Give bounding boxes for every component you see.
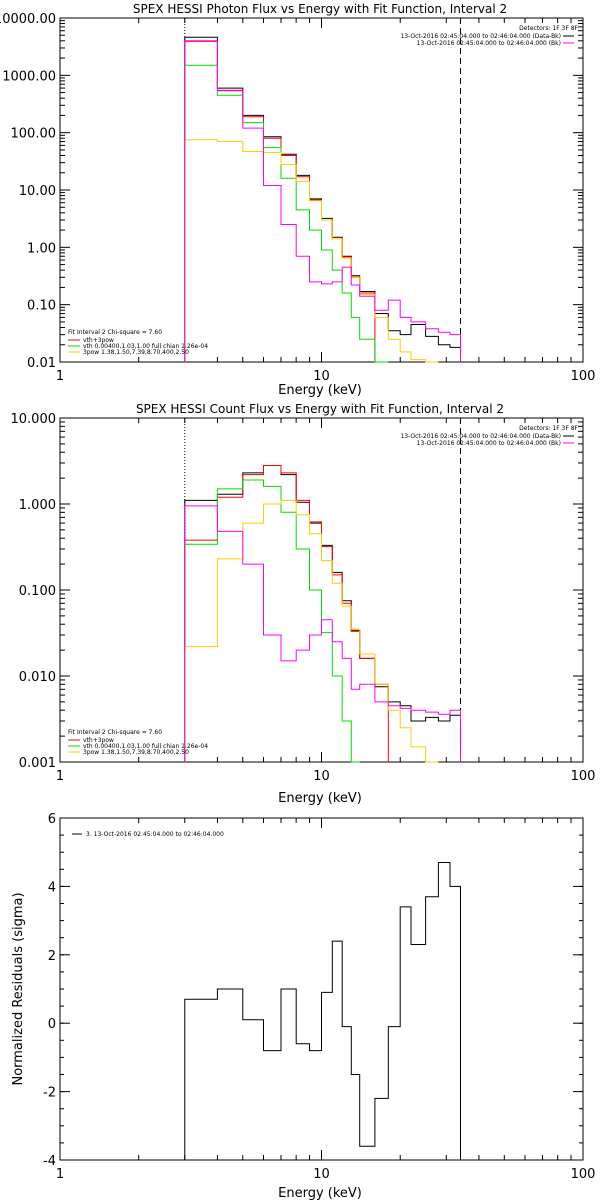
y-tick-label: -4 bbox=[43, 1154, 56, 1169]
count-flux-panel: SPEX HESSI Count Flux vs Energy with Fit… bbox=[11, 402, 596, 806]
series-step-line bbox=[184, 862, 461, 1160]
legend-3pow: 3pow 1.38,1.50,7.39,8.70,400,2.50 bbox=[83, 349, 189, 356]
legend-detectors: Detectors: 1F 3F 8F bbox=[519, 25, 578, 32]
photon-flux-panel: SPEX HESSI Photon Flux vs Energy with Fi… bbox=[0, 2, 595, 398]
x-tick-label: 1 bbox=[56, 769, 64, 784]
series-step-line bbox=[184, 139, 439, 363]
residuals-panel: 1 10 100 6 4 2 0 -2 -4 Energy (keV) Normalized R… bbox=[11, 812, 595, 1200]
series-step-line bbox=[184, 499, 439, 763]
legend-vth: vth 0.00400,1.03,1.00 full chian 1.26e-0… bbox=[83, 743, 208, 750]
y-tick-label: 10.00 bbox=[19, 184, 56, 199]
y-tick-label: 1.00 bbox=[27, 241, 56, 256]
x-axis-label: Energy (keV) bbox=[278, 791, 362, 806]
y-axis-label: Normalized Residuals (sigma) bbox=[11, 892, 26, 1085]
x-tick-label: 1 bbox=[56, 1167, 64, 1182]
x-tick-label: 100 bbox=[571, 769, 596, 784]
legend-data-bk: 13-Oct-2016 02:45:04.000 to 02:46:04.000… bbox=[400, 433, 561, 440]
residuals-plot-area: 1 10 100 6 4 2 0 -2 -4 bbox=[43, 812, 595, 1182]
x-axis-label: Energy (keV) bbox=[278, 383, 362, 398]
chart-title: SPEX HESSI Photon Flux vs Energy with Fi… bbox=[133, 2, 507, 16]
x-axis-label: Energy (keV) bbox=[278, 1186, 362, 1200]
y-tick-label: 0.001 bbox=[19, 756, 56, 771]
series-step-line bbox=[184, 36, 461, 362]
y-tick-label: 6 bbox=[48, 812, 56, 827]
y-tick-label: 10000.00 bbox=[0, 12, 56, 27]
y-tick-label: 100.00 bbox=[11, 127, 57, 142]
y-tick-label: 4 bbox=[48, 880, 56, 895]
y-tick-label: 2 bbox=[48, 949, 56, 964]
legend-data-bk: 13-Oct-2016 02:45:04.000 to 02:46:04.000… bbox=[400, 33, 561, 40]
x-tick-label: 100 bbox=[571, 1167, 596, 1182]
x-tick-label: 100 bbox=[571, 369, 596, 384]
legend-residuals: 3. 13-Oct-2016 02:45:04.000 to 02:46:04.… bbox=[86, 831, 224, 838]
plot-frame bbox=[59, 17, 584, 363]
legend-3pow: 3pow 1.38,1.50,7.39,8.70,400,2.50 bbox=[83, 749, 189, 756]
legend-vth-3pow: vth+3pow bbox=[83, 337, 114, 344]
legend-bk: 13-Oct-2016 02:45:04.000 to 02:46:04.000… bbox=[417, 40, 561, 47]
y-tick-label: -2 bbox=[43, 1086, 56, 1101]
x-tick-label: 10 bbox=[313, 1167, 330, 1182]
chart-title: SPEX HESSI Count Flux vs Energy with Fit… bbox=[136, 402, 504, 416]
x-tick-label: 1 bbox=[56, 369, 64, 384]
legend-vth-3pow: vth+3pow bbox=[83, 737, 114, 744]
series-step-line bbox=[184, 40, 461, 362]
series-step-line bbox=[184, 64, 389, 363]
y-tick-label: 0.01 bbox=[27, 356, 56, 371]
x-tick-label: 10 bbox=[313, 369, 330, 384]
y-tick-label: 0.010 bbox=[19, 670, 56, 685]
legend-fit-interval: Fit Interval 2 Chi-square = 7.60 bbox=[68, 329, 162, 336]
legend-detectors: Detectors: 1F 3F 8F bbox=[519, 425, 578, 432]
legend-fit-interval: Fit Interval 2 Chi-square = 7.60 bbox=[68, 729, 162, 736]
y-tick-label: 0.100 bbox=[19, 584, 56, 599]
count-flux-plot-area: 1 10 100 10.000 1.000 0.100 0.010 0.001 bbox=[11, 412, 596, 784]
series-step-line bbox=[184, 465, 389, 762]
series-step-line bbox=[184, 465, 461, 762]
series-step-line bbox=[184, 479, 360, 763]
y-tick-label: 0.10 bbox=[27, 299, 56, 314]
y-tick-label: 1000.00 bbox=[2, 69, 56, 84]
x-tick-label: 10 bbox=[313, 769, 330, 784]
series-step-line bbox=[184, 505, 461, 762]
y-tick-label: 1.000 bbox=[19, 498, 56, 513]
y-tick-label: 0 bbox=[48, 1017, 56, 1032]
photon-flux-plot-area: 1 10 100 10000.00 1000.00 100.00 10.00 1.00 0.10… bbox=[0, 12, 595, 384]
plot-frame bbox=[59, 817, 584, 1161]
legend-vth: vth 0.00400,1.03,1.00 full chian 1.26e-0… bbox=[83, 343, 208, 350]
series-step-line bbox=[184, 40, 376, 362]
y-tick-label: 10.000 bbox=[11, 412, 57, 427]
legend-bk: 13-Oct-2016 02:45:04.000 to 02:46:04.000… bbox=[417, 440, 561, 447]
